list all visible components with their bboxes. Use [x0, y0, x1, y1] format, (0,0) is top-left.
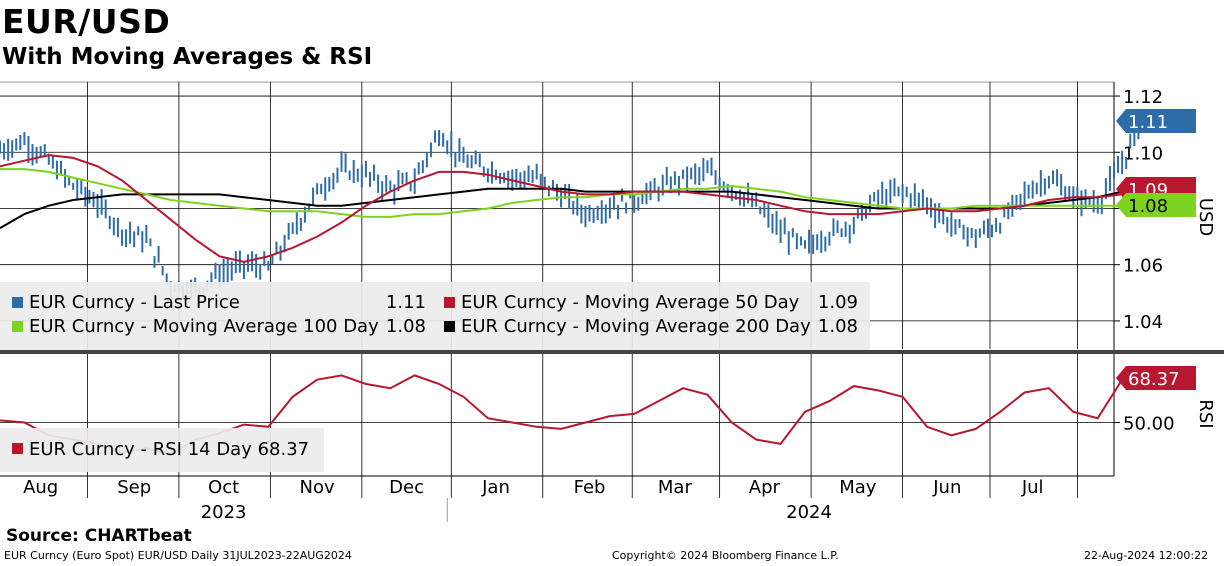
legend-label: EUR Curncy - Moving Average 100 Day [29, 316, 379, 337]
price-legend-box [0, 282, 870, 350]
month-tick-label: Sep [117, 477, 151, 498]
chart-title: EUR/USD [2, 2, 171, 41]
year-tick-label: 2023 [201, 502, 247, 523]
rsi-value-tag-shape [1116, 366, 1196, 390]
legend-value: 1.09 [818, 292, 858, 313]
rsi-value-tag: 68.37 [1116, 366, 1196, 390]
legend-label: EUR Curncy - Moving Average 50 Day [461, 292, 800, 313]
legend-label: EUR Curncy - Moving Average 200 Day [461, 316, 811, 337]
source-label: Source: CHARTbeat [6, 526, 192, 546]
security-description: EUR Curncy (Euro Spot) EUR/USD Daily 31J… [4, 549, 352, 562]
month-tick-label: Jun [932, 477, 961, 498]
month-tick-label: Jan [481, 477, 510, 498]
copyright-notice: Copyright© 2024 Bloomberg Finance L.P. [612, 549, 839, 562]
value-tag-shape [1116, 193, 1196, 217]
timestamp: 22-Aug-2024 12:00:22 [1084, 549, 1209, 562]
rsi-value-tag-label: 68.37 [1128, 369, 1180, 390]
price-axis-title: USD [1195, 198, 1216, 236]
month-tick-label: Nov [300, 477, 335, 498]
ma-line-moving-average-100-day [0, 168, 1143, 218]
legend-label: EUR Curncy - Last Price [29, 292, 240, 313]
value-tag-label: 1.08 [1128, 196, 1168, 217]
legend-swatch [12, 321, 23, 332]
month-tick-label: May [839, 477, 877, 498]
month-tick-label: Oct [208, 477, 239, 498]
panel-separator [0, 350, 1224, 354]
legend-value: 1.08 [818, 316, 858, 337]
rsi-axis-title: RSI [1195, 399, 1216, 428]
price-tick-label: 1.04 [1123, 312, 1163, 333]
price-tick-label: 1.12 [1123, 87, 1163, 108]
price-tick-label: 1.06 [1123, 256, 1163, 277]
ma-line-moving-average-50-day [0, 154, 1144, 263]
month-tick-label: Jul [1021, 477, 1044, 498]
month-tick-label: Apr [749, 477, 781, 498]
legend-value: 1.11 [386, 292, 426, 313]
month-tick-label: Dec [389, 477, 424, 498]
legend-value: 1.08 [386, 316, 426, 337]
legend-swatch [12, 297, 23, 308]
value-tag: 1.11 [1116, 109, 1196, 133]
chart-subtitle: With Moving Averages & RSI [2, 44, 373, 70]
month-tick-label: Feb [574, 477, 606, 498]
legend-swatch [444, 297, 455, 308]
year-tick-label: 2024 [786, 502, 832, 523]
legend-swatch [444, 321, 455, 332]
value-tag-label: 1.11 [1128, 112, 1168, 133]
legend-swatch [12, 443, 23, 454]
legend-label: EUR Curncy - RSI 14 Day 68.37 [29, 439, 309, 460]
rsi-tick-label: 50.00 [1123, 413, 1175, 434]
month-tick-label: Mar [658, 477, 693, 498]
value-tag-shape [1116, 109, 1196, 133]
month-tick-label: Aug [23, 477, 58, 498]
value-tag: 1.08 [1116, 193, 1196, 217]
price-tick-label: 1.10 [1123, 143, 1163, 164]
rsi-legend-box [0, 428, 324, 472]
